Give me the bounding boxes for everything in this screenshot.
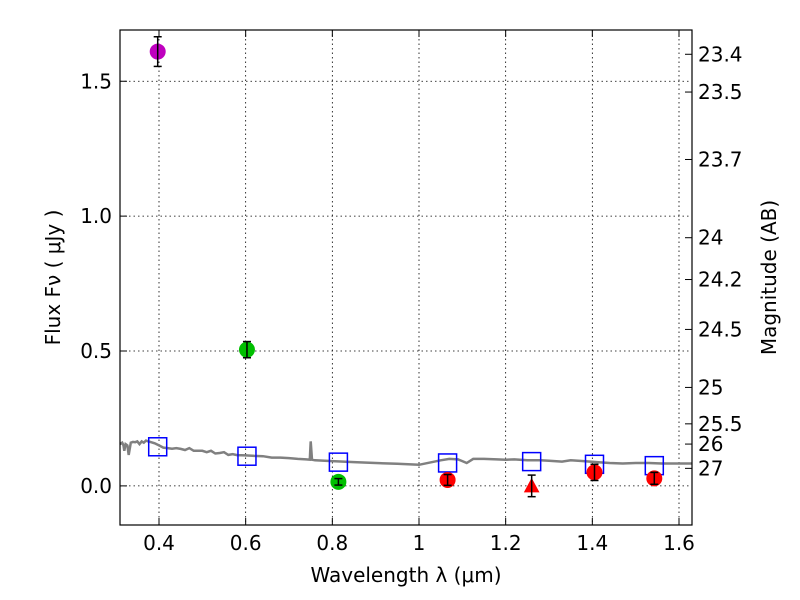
observed-points xyxy=(149,35,663,498)
spectrum-line xyxy=(119,439,692,467)
y-tick-label: 1.5 xyxy=(80,69,112,93)
model-point xyxy=(437,453,458,473)
magnitude-tick-label: 23.4 xyxy=(698,42,743,66)
magnitude-tick-label: 25.5 xyxy=(698,412,743,436)
x-tick-label: 1.2 xyxy=(490,531,522,555)
grid-lines xyxy=(120,30,692,525)
spectrum-path xyxy=(119,439,692,467)
magnitude-tick-label: 23.5 xyxy=(698,80,743,104)
x-tick-label: 0.4 xyxy=(143,531,175,555)
magnitude-tick-label: 23.7 xyxy=(698,147,743,171)
model-point xyxy=(521,451,542,472)
plot-frame xyxy=(119,29,693,526)
magnitude-tick-label: 25 xyxy=(698,375,723,399)
y-axis-label: Flux Fν ( μJy ) xyxy=(41,210,65,346)
x-tick-label: 1.4 xyxy=(576,531,608,555)
y-tick-label: 0.5 xyxy=(80,339,112,363)
magnitude-tick-label: 27 xyxy=(698,456,723,480)
x-tick-label: 0.6 xyxy=(230,531,262,555)
y-tick-label: 1.0 xyxy=(80,204,112,228)
model-point xyxy=(147,437,168,457)
x-tick-label: 1.6 xyxy=(663,531,695,555)
model-points xyxy=(147,437,665,476)
x-axis-label: Wavelength λ (μm) xyxy=(310,563,501,587)
magnitude-tick-label: 24.5 xyxy=(698,317,743,341)
model-point xyxy=(237,446,257,466)
magnitude-tick-label: 26 xyxy=(698,432,723,456)
model-point xyxy=(328,452,349,472)
magnitude-tick-label: 24.2 xyxy=(698,268,743,292)
magnitude-tick-label: 24 xyxy=(698,226,723,250)
y-axis-ticks: 0.0 0.5 1.0 1.5 xyxy=(80,69,127,498)
x-tick-label: 0.8 xyxy=(316,531,348,555)
x-tick-label: 1 xyxy=(413,531,426,555)
y-tick-label: 0.0 xyxy=(80,474,112,498)
x-axis-ticks: 0.4 0.6 0.8 1 1.2 1.4 1.6 xyxy=(143,30,695,555)
magnitude-axis-label: Magnitude (AB) xyxy=(757,200,781,355)
